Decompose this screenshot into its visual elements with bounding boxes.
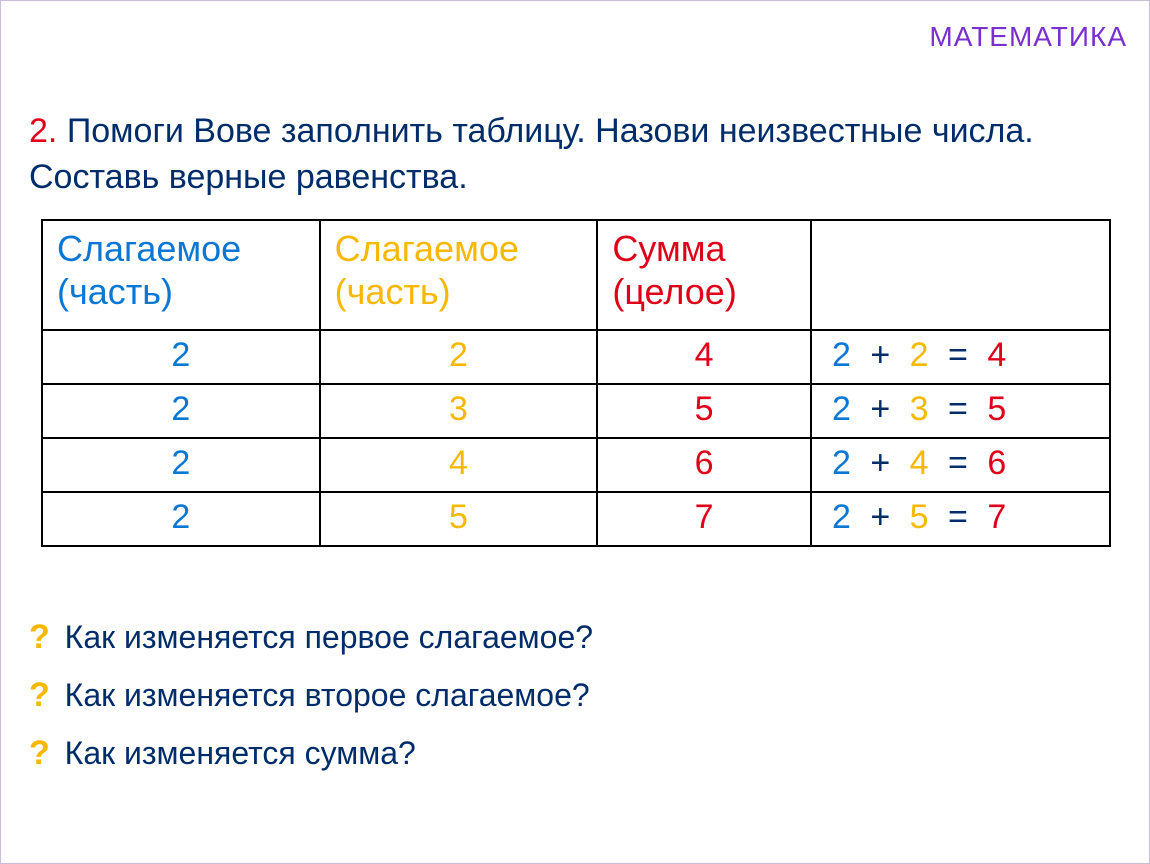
- eq-r: 6: [987, 445, 1006, 482]
- plus-icon: +: [870, 391, 890, 428]
- eq-b: 3: [910, 391, 929, 428]
- cell-a: 2: [42, 438, 320, 492]
- cell-sum: 7: [597, 492, 811, 546]
- cell-a: 2: [42, 384, 320, 438]
- question-line: ? Как изменяется первое слагаемое?: [29, 609, 593, 667]
- cell-equation: 2 + 4 = 6: [811, 438, 1110, 492]
- cell-equation: 2 + 2 = 4: [811, 330, 1110, 384]
- question-mark-icon: ?: [29, 618, 50, 656]
- col-header-sum: Сумма (целое): [597, 220, 811, 330]
- plus-icon: +: [870, 499, 890, 536]
- plus-icon: +: [870, 337, 890, 374]
- eq-a: 2: [832, 445, 851, 482]
- equals-icon: =: [948, 337, 968, 374]
- cell-a: 2: [42, 492, 320, 546]
- plus-icon: +: [870, 445, 890, 482]
- task-text: 2. Помоги Вове заполнить таблицу. Назови…: [29, 109, 1099, 201]
- cell-sum: 6: [597, 438, 811, 492]
- table-row: 2 3 5 2 + 3 = 5: [42, 384, 1110, 438]
- table-row: 2 5 7 2 + 5 = 7: [42, 492, 1110, 546]
- question-line: ? Как изменяется второе слагаемое?: [29, 667, 593, 725]
- eq-b: 2: [910, 337, 929, 374]
- col-header-equation: [811, 220, 1110, 330]
- cell-b: 3: [320, 384, 598, 438]
- table-container: Слагаемое (часть) Слагаемое (часть) Сумм…: [41, 219, 1111, 547]
- cell-equation: 2 + 5 = 7: [811, 492, 1110, 546]
- eq-r: 5: [987, 391, 1006, 428]
- eq-a: 2: [832, 391, 851, 428]
- question-line: ? Как изменяется сумма?: [29, 725, 593, 783]
- question-text: Как изменяется второе слагаемое?: [65, 677, 590, 713]
- eq-r: 7: [987, 499, 1006, 536]
- cell-a: 2: [42, 330, 320, 384]
- question-mark-icon: ?: [29, 676, 50, 714]
- equals-icon: =: [948, 499, 968, 536]
- question-text: Как изменяется первое слагаемое?: [65, 619, 593, 655]
- question-text: Как изменяется сумма?: [65, 735, 416, 771]
- slide: МАТЕМАТИКА 2. Помоги Вове заполнить табл…: [0, 0, 1150, 864]
- eq-b: 5: [910, 499, 929, 536]
- eq-b: 4: [910, 445, 929, 482]
- questions-block: ? Как изменяется первое слагаемое? ? Как…: [29, 609, 593, 782]
- col-header-addend1: Слагаемое (часть): [42, 220, 320, 330]
- cell-b: 4: [320, 438, 598, 492]
- cell-b: 2: [320, 330, 598, 384]
- question-mark-icon: ?: [29, 734, 50, 772]
- table-row: 2 4 6 2 + 4 = 6: [42, 438, 1110, 492]
- table-header-row: Слагаемое (часть) Слагаемое (часть) Сумм…: [42, 220, 1110, 330]
- addition-table: Слагаемое (часть) Слагаемое (часть) Сумм…: [41, 219, 1111, 547]
- equals-icon: =: [948, 391, 968, 428]
- eq-r: 4: [987, 337, 1006, 374]
- table-row: 2 2 4 2 + 2 = 4: [42, 330, 1110, 384]
- equals-icon: =: [948, 445, 968, 482]
- task-number: 2.: [29, 112, 57, 150]
- eq-a: 2: [832, 337, 851, 374]
- cell-equation: 2 + 3 = 5: [811, 384, 1110, 438]
- task-body: Помоги Вове заполнить таблицу. Назови не…: [29, 112, 1034, 196]
- cell-b: 5: [320, 492, 598, 546]
- subject-headline: МАТЕМАТИКА: [929, 21, 1127, 53]
- col-header-addend2: Слагаемое (часть): [320, 220, 598, 330]
- cell-sum: 4: [597, 330, 811, 384]
- cell-sum: 5: [597, 384, 811, 438]
- eq-a: 2: [832, 499, 851, 536]
